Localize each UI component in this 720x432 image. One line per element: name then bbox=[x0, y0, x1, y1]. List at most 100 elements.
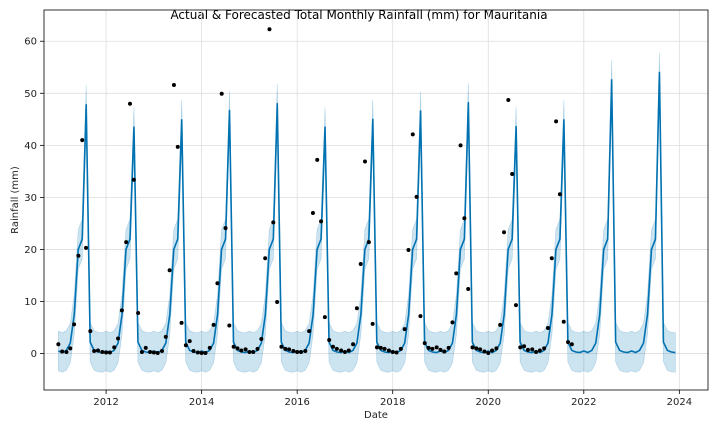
actual-point bbox=[418, 314, 423, 319]
actual-point bbox=[319, 219, 324, 224]
actual-point bbox=[354, 306, 359, 311]
actual-point bbox=[462, 216, 467, 221]
y-tick-label: 60 bbox=[24, 37, 37, 48]
y-tick-label: 20 bbox=[24, 245, 37, 256]
actual-point bbox=[450, 320, 455, 325]
actual-point bbox=[195, 350, 200, 355]
actual-point bbox=[187, 339, 192, 344]
chart-title: Actual & Forecasted Total Monthly Rainfa… bbox=[170, 8, 547, 22]
y-tick-label: 40 bbox=[24, 141, 37, 152]
actual-point bbox=[183, 343, 188, 348]
actual-point bbox=[175, 144, 180, 149]
actual-point bbox=[163, 334, 168, 339]
actual-point bbox=[561, 319, 566, 324]
actual-point bbox=[267, 27, 272, 32]
actual-point bbox=[112, 345, 117, 350]
actual-point bbox=[159, 348, 164, 353]
x-tick-label: 2022 bbox=[571, 397, 596, 408]
forecast-line bbox=[58, 71, 676, 354]
actual-point bbox=[374, 345, 379, 350]
actual-point bbox=[207, 345, 212, 350]
actual-point bbox=[191, 348, 196, 353]
actual-point bbox=[410, 132, 415, 137]
actual-point bbox=[72, 322, 77, 327]
actual-point bbox=[454, 271, 459, 276]
actual-point bbox=[203, 351, 208, 356]
actual-point bbox=[107, 350, 112, 355]
x-tick-label: 2024 bbox=[667, 397, 692, 408]
actual-point bbox=[351, 342, 356, 347]
actual-point bbox=[60, 349, 65, 354]
actual-point bbox=[346, 348, 351, 353]
actual-point bbox=[291, 348, 296, 353]
actual-point bbox=[235, 346, 240, 351]
actual-point bbox=[557, 192, 562, 197]
actual-point bbox=[116, 336, 121, 341]
actual-point bbox=[382, 346, 387, 351]
actual-point bbox=[478, 347, 483, 352]
actual-point bbox=[143, 345, 148, 350]
actual-point bbox=[545, 326, 550, 331]
actual-point bbox=[458, 143, 463, 148]
x-tick-label: 2020 bbox=[476, 397, 501, 408]
y-axis-ticks: 0 10 20 30 40 50 60 bbox=[24, 37, 44, 360]
actual-point bbox=[255, 346, 260, 351]
actual-point bbox=[513, 303, 518, 308]
actual-point bbox=[155, 351, 160, 356]
actual-point bbox=[370, 321, 375, 326]
actual-point bbox=[470, 345, 475, 350]
actual-point bbox=[307, 329, 312, 334]
x-tick-label: 2014 bbox=[189, 397, 214, 408]
actual-point bbox=[84, 245, 89, 250]
actual-point bbox=[315, 157, 320, 162]
actual-point bbox=[566, 340, 571, 345]
actual-point bbox=[549, 256, 554, 261]
actual-point bbox=[322, 315, 327, 320]
actual-point bbox=[466, 287, 471, 292]
actual-point bbox=[275, 300, 280, 305]
actual-point bbox=[327, 338, 332, 343]
uncertainty-band-layer bbox=[58, 52, 676, 373]
actual-point bbox=[434, 345, 439, 350]
actual-point bbox=[92, 348, 97, 353]
actual-point bbox=[426, 345, 431, 350]
actual-point bbox=[231, 344, 236, 349]
actual-point bbox=[438, 347, 443, 352]
actual-point bbox=[100, 350, 105, 354]
actual-point bbox=[179, 320, 184, 325]
actual-point bbox=[283, 346, 288, 351]
actual-point bbox=[136, 310, 141, 315]
actual-point bbox=[406, 247, 411, 252]
actual-point bbox=[88, 329, 93, 334]
actual-point bbox=[442, 349, 447, 354]
actual-point bbox=[251, 350, 256, 354]
uncertainty-band bbox=[58, 52, 676, 373]
actual-point bbox=[498, 322, 503, 327]
actual-point bbox=[303, 348, 308, 353]
actual-point bbox=[80, 138, 85, 143]
x-tick-label: 2018 bbox=[380, 397, 405, 408]
actual-point bbox=[530, 347, 535, 352]
actual-point bbox=[124, 240, 129, 245]
actual-point bbox=[68, 346, 73, 351]
actual-point bbox=[542, 346, 547, 351]
x-tick-label: 2016 bbox=[284, 397, 309, 408]
plot-frame bbox=[43, 9, 709, 391]
actual-point bbox=[339, 348, 344, 353]
actual-point bbox=[119, 308, 124, 313]
y-tick-label: 30 bbox=[24, 193, 37, 204]
actual-point bbox=[64, 350, 69, 354]
y-tick-label: 10 bbox=[24, 297, 37, 308]
actual-point bbox=[390, 350, 395, 354]
actual-point bbox=[331, 344, 336, 349]
actual-point bbox=[243, 347, 248, 352]
actual-point bbox=[239, 348, 244, 353]
actual-point bbox=[569, 342, 574, 347]
actual-point bbox=[494, 346, 499, 351]
actual-point bbox=[534, 350, 539, 354]
actual-point bbox=[386, 348, 391, 353]
actual-point bbox=[486, 351, 491, 356]
actual-point bbox=[554, 119, 559, 124]
actual-point bbox=[430, 346, 435, 351]
